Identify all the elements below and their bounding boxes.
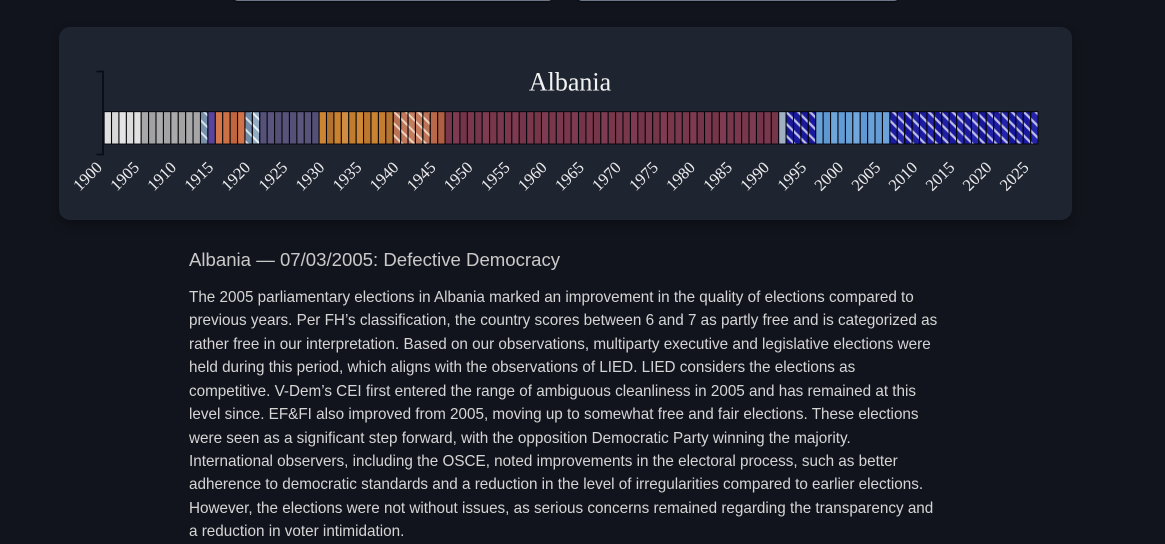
svg-text:1975: 1975 [625,158,662,195]
svg-text:2020: 2020 [959,158,996,195]
svg-text:1990: 1990 [736,158,773,195]
svg-text:1985: 1985 [699,158,736,195]
svg-text:1970: 1970 [588,158,625,195]
svg-text:2025: 2025 [996,158,1033,195]
svg-text:1960: 1960 [514,158,551,195]
svg-text:1920: 1920 [217,158,254,195]
svg-text:1940: 1940 [366,158,403,195]
svg-text:1900: 1900 [69,158,106,195]
svg-text:1935: 1935 [329,158,366,195]
svg-text:Albania: Albania [529,68,612,97]
svg-text:1965: 1965 [551,158,588,195]
svg-text:2005: 2005 [847,158,884,195]
svg-text:1980: 1980 [662,158,699,195]
svg-text:1915: 1915 [180,158,217,195]
svg-text:1930: 1930 [292,158,329,195]
svg-text:1905: 1905 [106,158,143,195]
svg-text:2000: 2000 [810,158,847,195]
svg-text:1995: 1995 [773,158,810,195]
svg-text:1945: 1945 [403,158,440,195]
svg-text:1910: 1910 [143,158,180,195]
svg-text:1925: 1925 [254,158,291,195]
svg-text:1955: 1955 [477,158,514,195]
svg-text:2010: 2010 [885,158,922,195]
svg-text:1950: 1950 [440,158,477,195]
svg-text:2015: 2015 [922,158,959,195]
